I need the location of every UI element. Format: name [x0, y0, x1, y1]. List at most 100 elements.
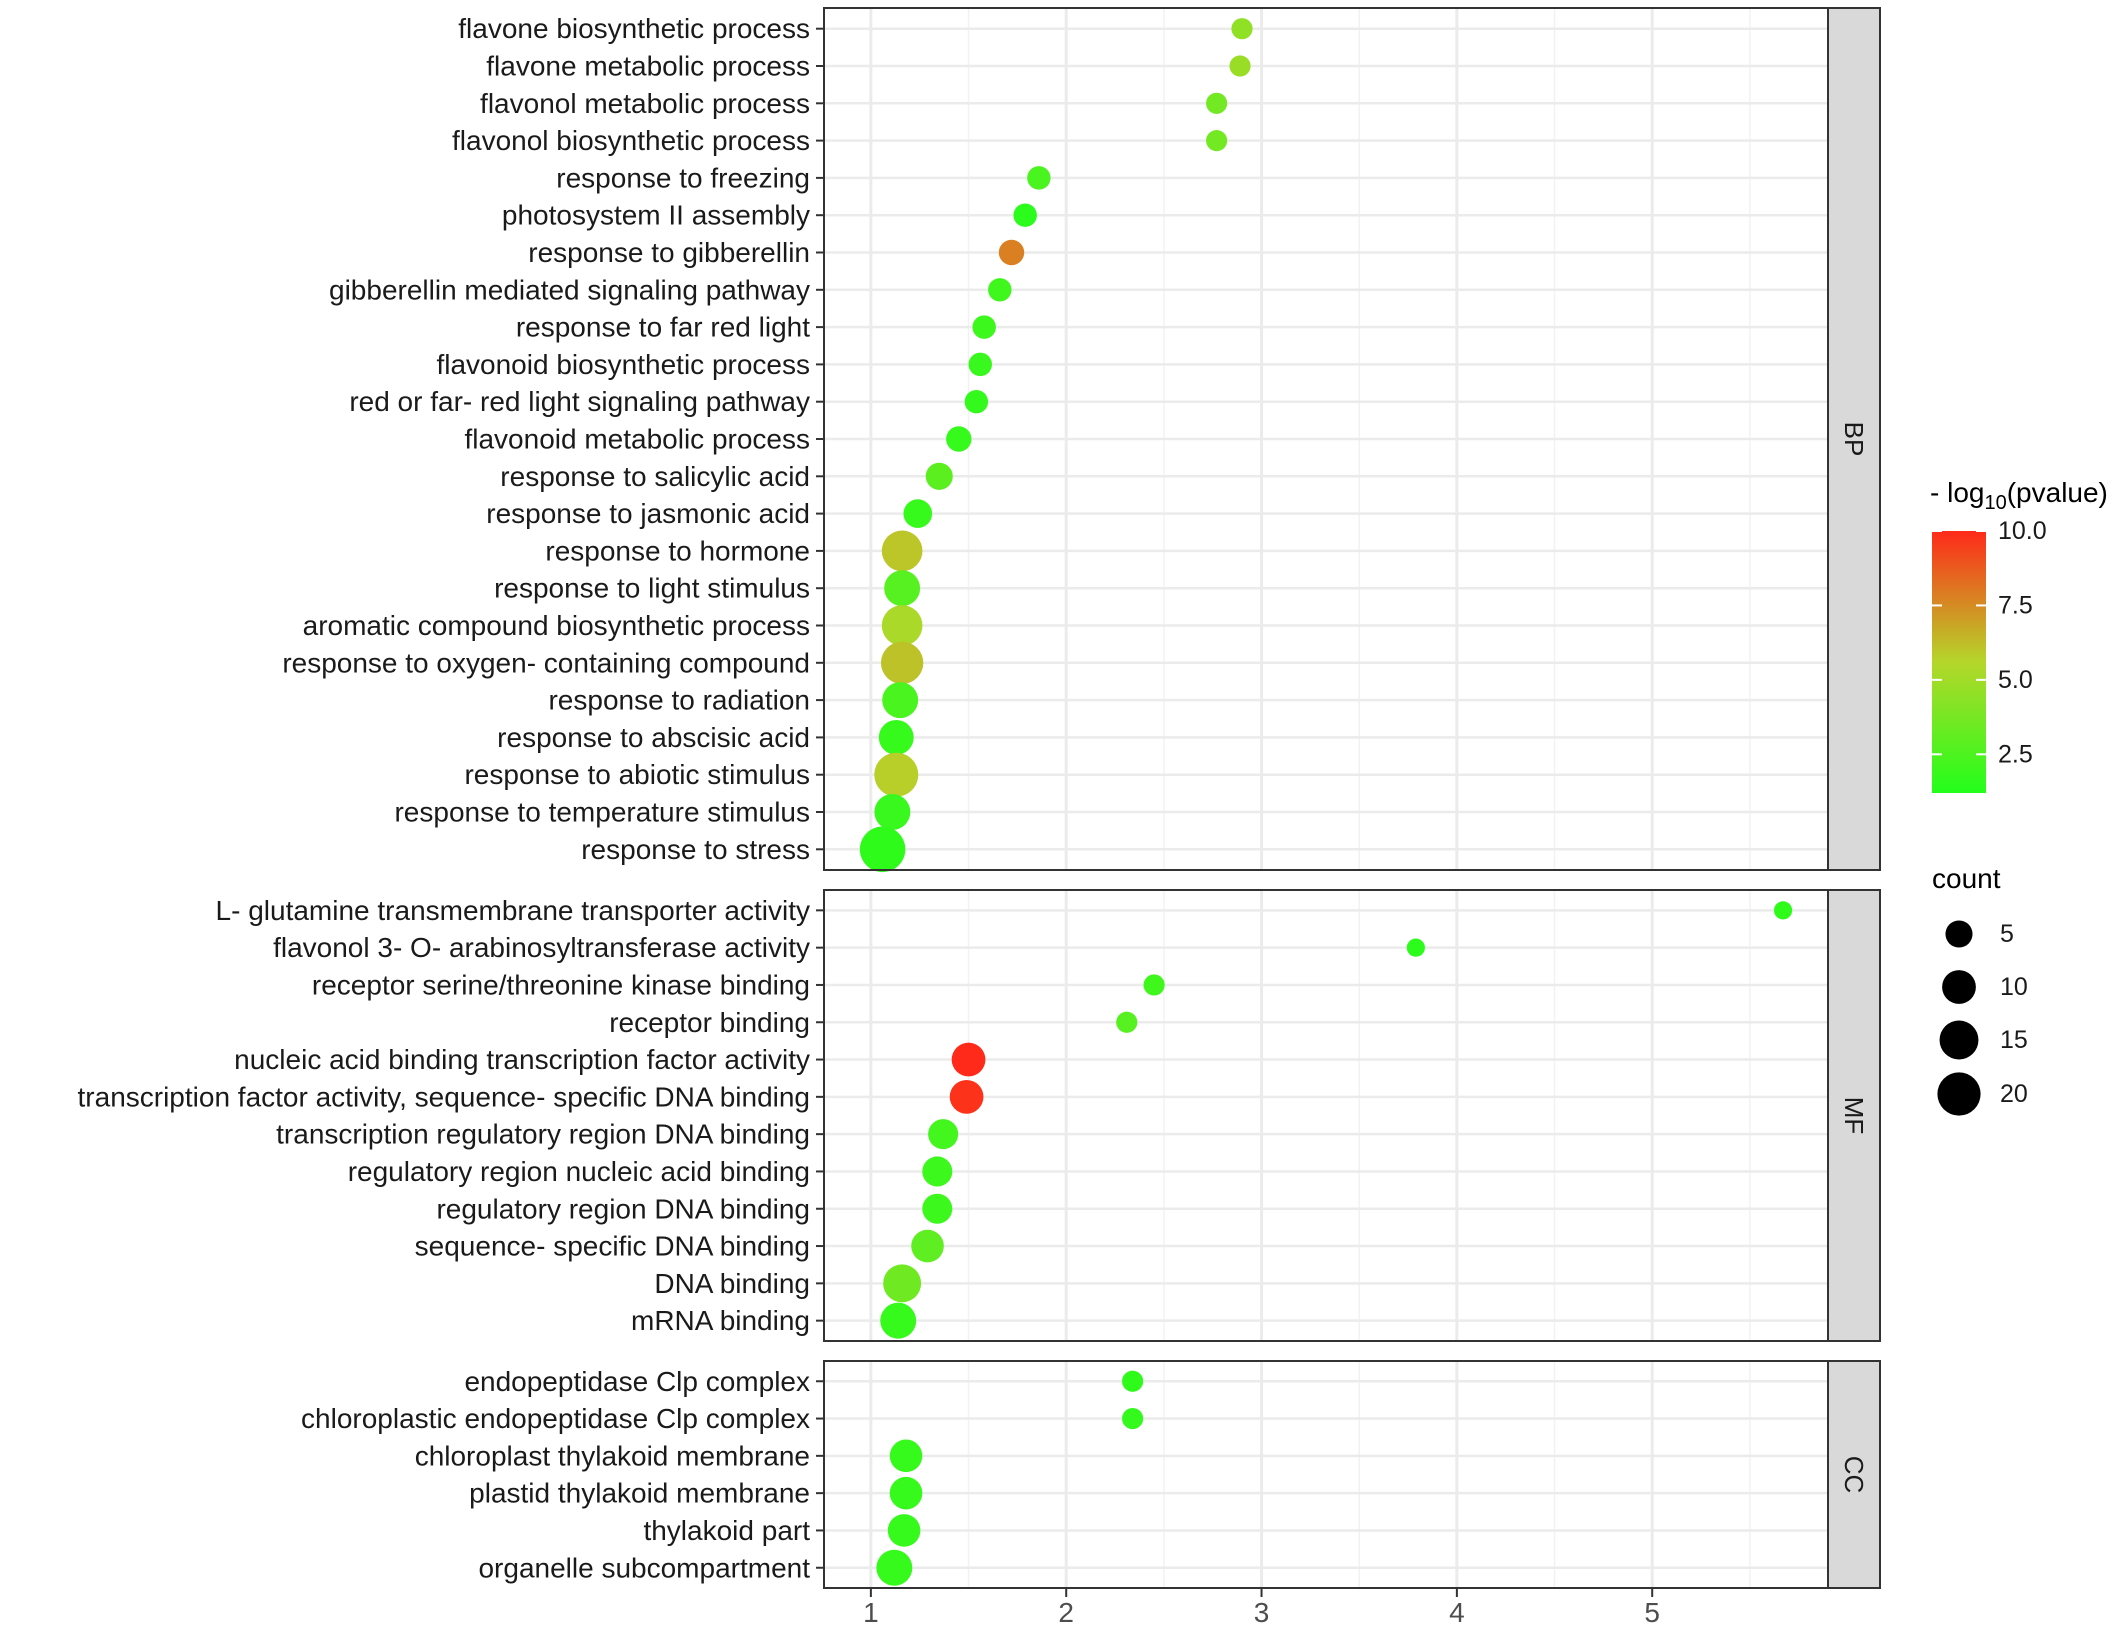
- data-point: [878, 719, 914, 755]
- data-point: [889, 1439, 923, 1473]
- y-tick-label: chloroplastic endopeptidase Clp complex: [301, 1403, 810, 1434]
- data-point: [1027, 166, 1051, 190]
- size-key-label: 10: [2000, 973, 2028, 1001]
- data-point: [1231, 18, 1253, 40]
- data-point: [903, 499, 933, 528]
- data-point: [968, 352, 992, 377]
- y-tick-label: red or far- red light signaling pathway: [349, 386, 810, 417]
- data-point: [1122, 1407, 1144, 1430]
- y-tick-label: receptor binding: [609, 1007, 810, 1038]
- y-tick-label: response to hormone: [545, 535, 810, 566]
- y-tick-label: nucleic acid binding transcription facto…: [234, 1044, 810, 1075]
- data-point: [1206, 130, 1228, 152]
- y-tick-label: receptor serine/threonine kinase binding: [312, 969, 810, 1000]
- data-point: [1122, 1370, 1144, 1392]
- y-tick-label: photosystem II assembly: [502, 200, 810, 231]
- legend: - log10(pvalue) 2.5 5.0 7.5 10.0 count 5 10 1…: [1930, 477, 2108, 1116]
- facet-strip: [1827, 889, 1881, 1342]
- facet-panel-mf: L- glutamine transmembrane transporter a…: [78, 889, 1881, 1342]
- size-legend-keys: 5 10 15 20: [1937, 920, 2028, 1116]
- data-point: [887, 1514, 921, 1547]
- y-tick-label: response to oxygen- containing compound: [282, 647, 810, 678]
- data-point: [922, 1193, 953, 1224]
- data-point: [876, 1549, 913, 1586]
- y-tick-label: response to far red light: [516, 312, 810, 343]
- size-key-dot: [1939, 1020, 1979, 1060]
- y-tick-label: flavonol metabolic process: [480, 88, 810, 119]
- data-point: [874, 794, 911, 830]
- y-tick-label: transcription factor activity, sequence-…: [78, 1081, 810, 1112]
- y-tick-label: flavonol 3- O- arabinosyltransferase act…: [273, 932, 810, 963]
- y-tick-label: response to gibberellin: [528, 237, 810, 268]
- data-point: [925, 462, 953, 490]
- data-point: [951, 1042, 986, 1077]
- color-bar-ticks: 2.5 5.0 7.5 10.0: [1932, 517, 2047, 768]
- data-point: [972, 315, 996, 339]
- y-tick-label: flavonoid metabolic process: [464, 424, 810, 455]
- y-tick-label: response to abiotic stimulus: [464, 759, 810, 790]
- size-key-label: 20: [2000, 1080, 2028, 1108]
- color-legend-title: - log10(pvalue): [1930, 477, 2108, 514]
- data-point: [1116, 1011, 1138, 1033]
- y-tick-label: endopeptidase Clp complex: [464, 1366, 810, 1397]
- data-point: [1229, 55, 1251, 77]
- data-point: [946, 426, 972, 452]
- data-point: [882, 682, 919, 719]
- y-tick-label: response to stress: [581, 834, 810, 865]
- data-point: [1406, 938, 1425, 957]
- data-point: [859, 826, 906, 873]
- x-tick-label: 2: [1058, 1597, 1074, 1628]
- size-key-dot: [1942, 970, 1976, 1004]
- data-point: [949, 1079, 984, 1114]
- y-tick-label: response to abscisic acid: [497, 722, 810, 753]
- y-tick-label: response to radiation: [548, 685, 810, 716]
- facet-strip: [1827, 1360, 1881, 1589]
- y-tick-label: response to freezing: [556, 162, 810, 193]
- panel-background: [824, 890, 1828, 1341]
- data-point: [1206, 92, 1228, 114]
- data-point: [874, 752, 919, 797]
- y-tick-label: sequence- specific DNA binding: [415, 1231, 810, 1262]
- data-point: [880, 1302, 917, 1339]
- data-point: [922, 1156, 953, 1187]
- y-tick-label: transcription regulatory region DNA bind…: [276, 1119, 810, 1150]
- y-tick-label: flavonol biosynthetic process: [452, 125, 810, 156]
- y-tick-label: flavonoid biosynthetic process: [436, 349, 810, 380]
- data-point: [1013, 203, 1037, 227]
- y-tick-label: flavone biosynthetic process: [458, 13, 810, 44]
- x-tick-label: 1: [863, 1597, 879, 1628]
- data-point: [1773, 901, 1793, 920]
- y-tick-label: L- glutamine transmembrane transporter a…: [216, 895, 810, 926]
- data-point: [884, 570, 921, 607]
- data-point: [880, 641, 924, 684]
- data-point: [881, 530, 923, 572]
- facet-panel-cc: endopeptidase Clp complex chloroplastic e…: [301, 1360, 1881, 1589]
- y-tick-label: regulatory region nucleic acid binding: [348, 1156, 810, 1187]
- panel-background: [824, 1361, 1828, 1588]
- y-tick-label: response to light stimulus: [494, 573, 810, 604]
- y-tick-label: regulatory region DNA binding: [436, 1193, 810, 1224]
- color-tick-label: 7.5: [1998, 591, 2033, 619]
- facet-strip-label: MF: [1839, 1097, 1869, 1135]
- y-tick-label: chloroplast thylakoid membrane: [415, 1440, 810, 1471]
- color-tick-label: 2.5: [1998, 740, 2033, 768]
- color-bar: [1932, 531, 1986, 793]
- size-key-dot: [1937, 1072, 1981, 1116]
- facet-panels: flavone biosynthetic process flavone meta…: [78, 7, 1881, 1589]
- y-tick-label: flavone metabolic process: [486, 51, 810, 82]
- data-point: [928, 1119, 959, 1150]
- y-tick-label: thylakoid part: [643, 1515, 810, 1546]
- x-axis: 1 2 3 4 5: [863, 1588, 1660, 1628]
- y-tick-label: organelle subcompartment: [478, 1552, 810, 1583]
- facet-strip-label: CC: [1839, 1456, 1869, 1494]
- x-tick-label: 3: [1254, 1597, 1270, 1628]
- data-point: [889, 1476, 923, 1510]
- size-key-dot: [1945, 920, 1973, 948]
- facet-strip: [1827, 7, 1881, 871]
- size-key-label: 5: [2000, 920, 2014, 948]
- size-legend-title: count: [1932, 863, 2001, 894]
- data-point: [883, 1264, 922, 1303]
- data-point: [911, 1229, 944, 1263]
- y-tick-label: response to salicylic acid: [500, 461, 810, 492]
